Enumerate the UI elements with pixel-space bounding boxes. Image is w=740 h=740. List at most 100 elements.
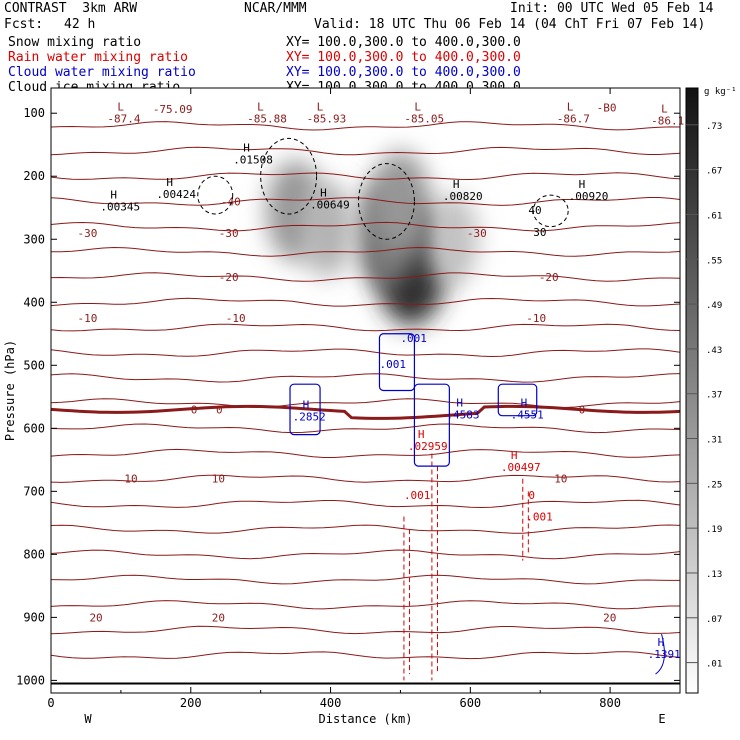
extremum-value: -75.09 (153, 103, 193, 116)
rain-contour (522, 478, 529, 561)
contour-label: .001 (400, 332, 427, 345)
colorbar-tick-label: .13 (706, 570, 722, 580)
extremum-letter: H (521, 397, 528, 410)
extremum-letter: H (511, 449, 518, 462)
colorbar-tick-label: .25 (706, 480, 722, 490)
extremum-value: -85.05 (404, 112, 444, 125)
freezing-level-line (50, 404, 681, 420)
extremum-value: .00497 (501, 461, 541, 474)
colorbar-tick-label: .43 (706, 346, 722, 356)
extremum-value: -87.4 (107, 112, 140, 125)
extremum-letter: H (579, 178, 586, 191)
extremum-letter: H (456, 397, 463, 410)
extremum-value: .00649 (310, 199, 350, 212)
y-tick-label: 500 (23, 358, 45, 372)
west-label: W (84, 712, 92, 726)
cloud-ice-contour (532, 194, 569, 228)
isotherm-label: 10 (124, 473, 137, 486)
extremum-value: -B0 (597, 102, 617, 115)
extremum-value: -85.88 (247, 112, 287, 125)
cloud-water-contour (289, 383, 321, 436)
colorbar-tick-label: .07 (706, 615, 722, 625)
extremum-value: .00345 (100, 201, 140, 214)
isotherm-label: 0 (191, 403, 198, 416)
colorbar-tick-label: .49 (706, 301, 722, 311)
isotherm-line (50, 246, 681, 257)
east-label: E (658, 712, 665, 726)
isotherm-label: -20 (539, 271, 559, 284)
isotherm-line (50, 600, 680, 610)
colorbar-tick-label: .61 (706, 211, 722, 221)
isotherm-line (50, 423, 681, 434)
isotherm-line (50, 651, 681, 660)
isotherm-label: -30 (467, 227, 487, 240)
contour-label: 40 (528, 204, 541, 217)
extremum-letter: H (303, 398, 310, 411)
isotherm-line (50, 524, 681, 534)
org-label: NCAR/MMM (244, 1, 307, 16)
contour-label: .001 (379, 358, 406, 371)
isotherm-line (50, 146, 681, 156)
isotherm-label: -30 (78, 227, 98, 240)
isotherm-line (50, 348, 681, 358)
cloud-water-contour (655, 633, 665, 675)
extremum-value: .00424 (156, 188, 196, 201)
isotherm-label: -30 (219, 227, 239, 240)
cloud-ice-contour (358, 163, 415, 240)
contour-label: .001 (526, 510, 553, 523)
extremum-letter: L (661, 102, 668, 115)
isotherm-label: -20 (219, 271, 239, 284)
cloud-water-contour (413, 383, 450, 467)
snow-shading-4 (426, 193, 479, 286)
isotherm-line (50, 297, 681, 307)
y-tick-label: 400 (23, 295, 45, 309)
isotherm-line (50, 448, 681, 458)
forecast-hour: 42 h (64, 17, 96, 32)
isotherm-label: 0 (216, 403, 223, 416)
isotherm-line (50, 474, 681, 483)
isotherm-label: 20 (89, 611, 102, 624)
extremum-value: .4551 (511, 409, 544, 422)
cloud-ice-contour (197, 175, 234, 215)
y-tick-label: 300 (23, 232, 45, 246)
colorbar-tick-label: .19 (706, 525, 722, 535)
plot-area (51, 88, 680, 693)
isotherm-line (50, 323, 681, 332)
isotherm-label: -40 (221, 195, 241, 208)
extremum-letter: H (110, 189, 117, 202)
colorbar-tick-label: .01 (706, 660, 722, 670)
y-tick-label: 900 (23, 610, 45, 624)
x-tick-label: 200 (180, 696, 202, 710)
x-tick-label: 400 (320, 696, 342, 710)
y-tick-label: 600 (23, 421, 45, 435)
y-tick-label: 700 (23, 484, 45, 498)
isotherm-line (50, 172, 681, 181)
isotherm-label: 20 (212, 611, 225, 624)
extremum-value: -86.1 (651, 114, 684, 127)
extremum-value: -86.7 (557, 112, 590, 125)
isotherm-line (50, 121, 681, 131)
isotherm-line (50, 625, 681, 635)
x-axis-label: Distance (km) (319, 712, 413, 726)
y-tick-label: 1000 (16, 673, 45, 687)
xsect-cloud-water: XY= 100.0,300.0 to 400.0,300.0 (286, 65, 521, 80)
rain-contour (403, 516, 411, 681)
extremum-value: .1391 (648, 648, 681, 661)
extremum-letter: H (658, 636, 665, 649)
isotherm-label: -10 (78, 312, 98, 325)
rain-contour (431, 453, 438, 681)
isotherm-line (50, 221, 681, 232)
contour-label: 0 (528, 489, 535, 502)
colorbar-tick-label: .37 (706, 391, 722, 401)
extremum-letter: L (414, 100, 421, 113)
x-tick-label: 800 (599, 696, 621, 710)
isotherm-label: -10 (226, 312, 246, 325)
extremum-letter: L (567, 100, 574, 113)
isotherm-line (50, 499, 681, 509)
cloud-water-contour (497, 383, 538, 417)
extremum-value: .00820 (443, 190, 483, 203)
isotherm-label: 0 (579, 403, 586, 416)
contour-label: 30 (533, 226, 546, 239)
isotherm-line (50, 574, 680, 585)
